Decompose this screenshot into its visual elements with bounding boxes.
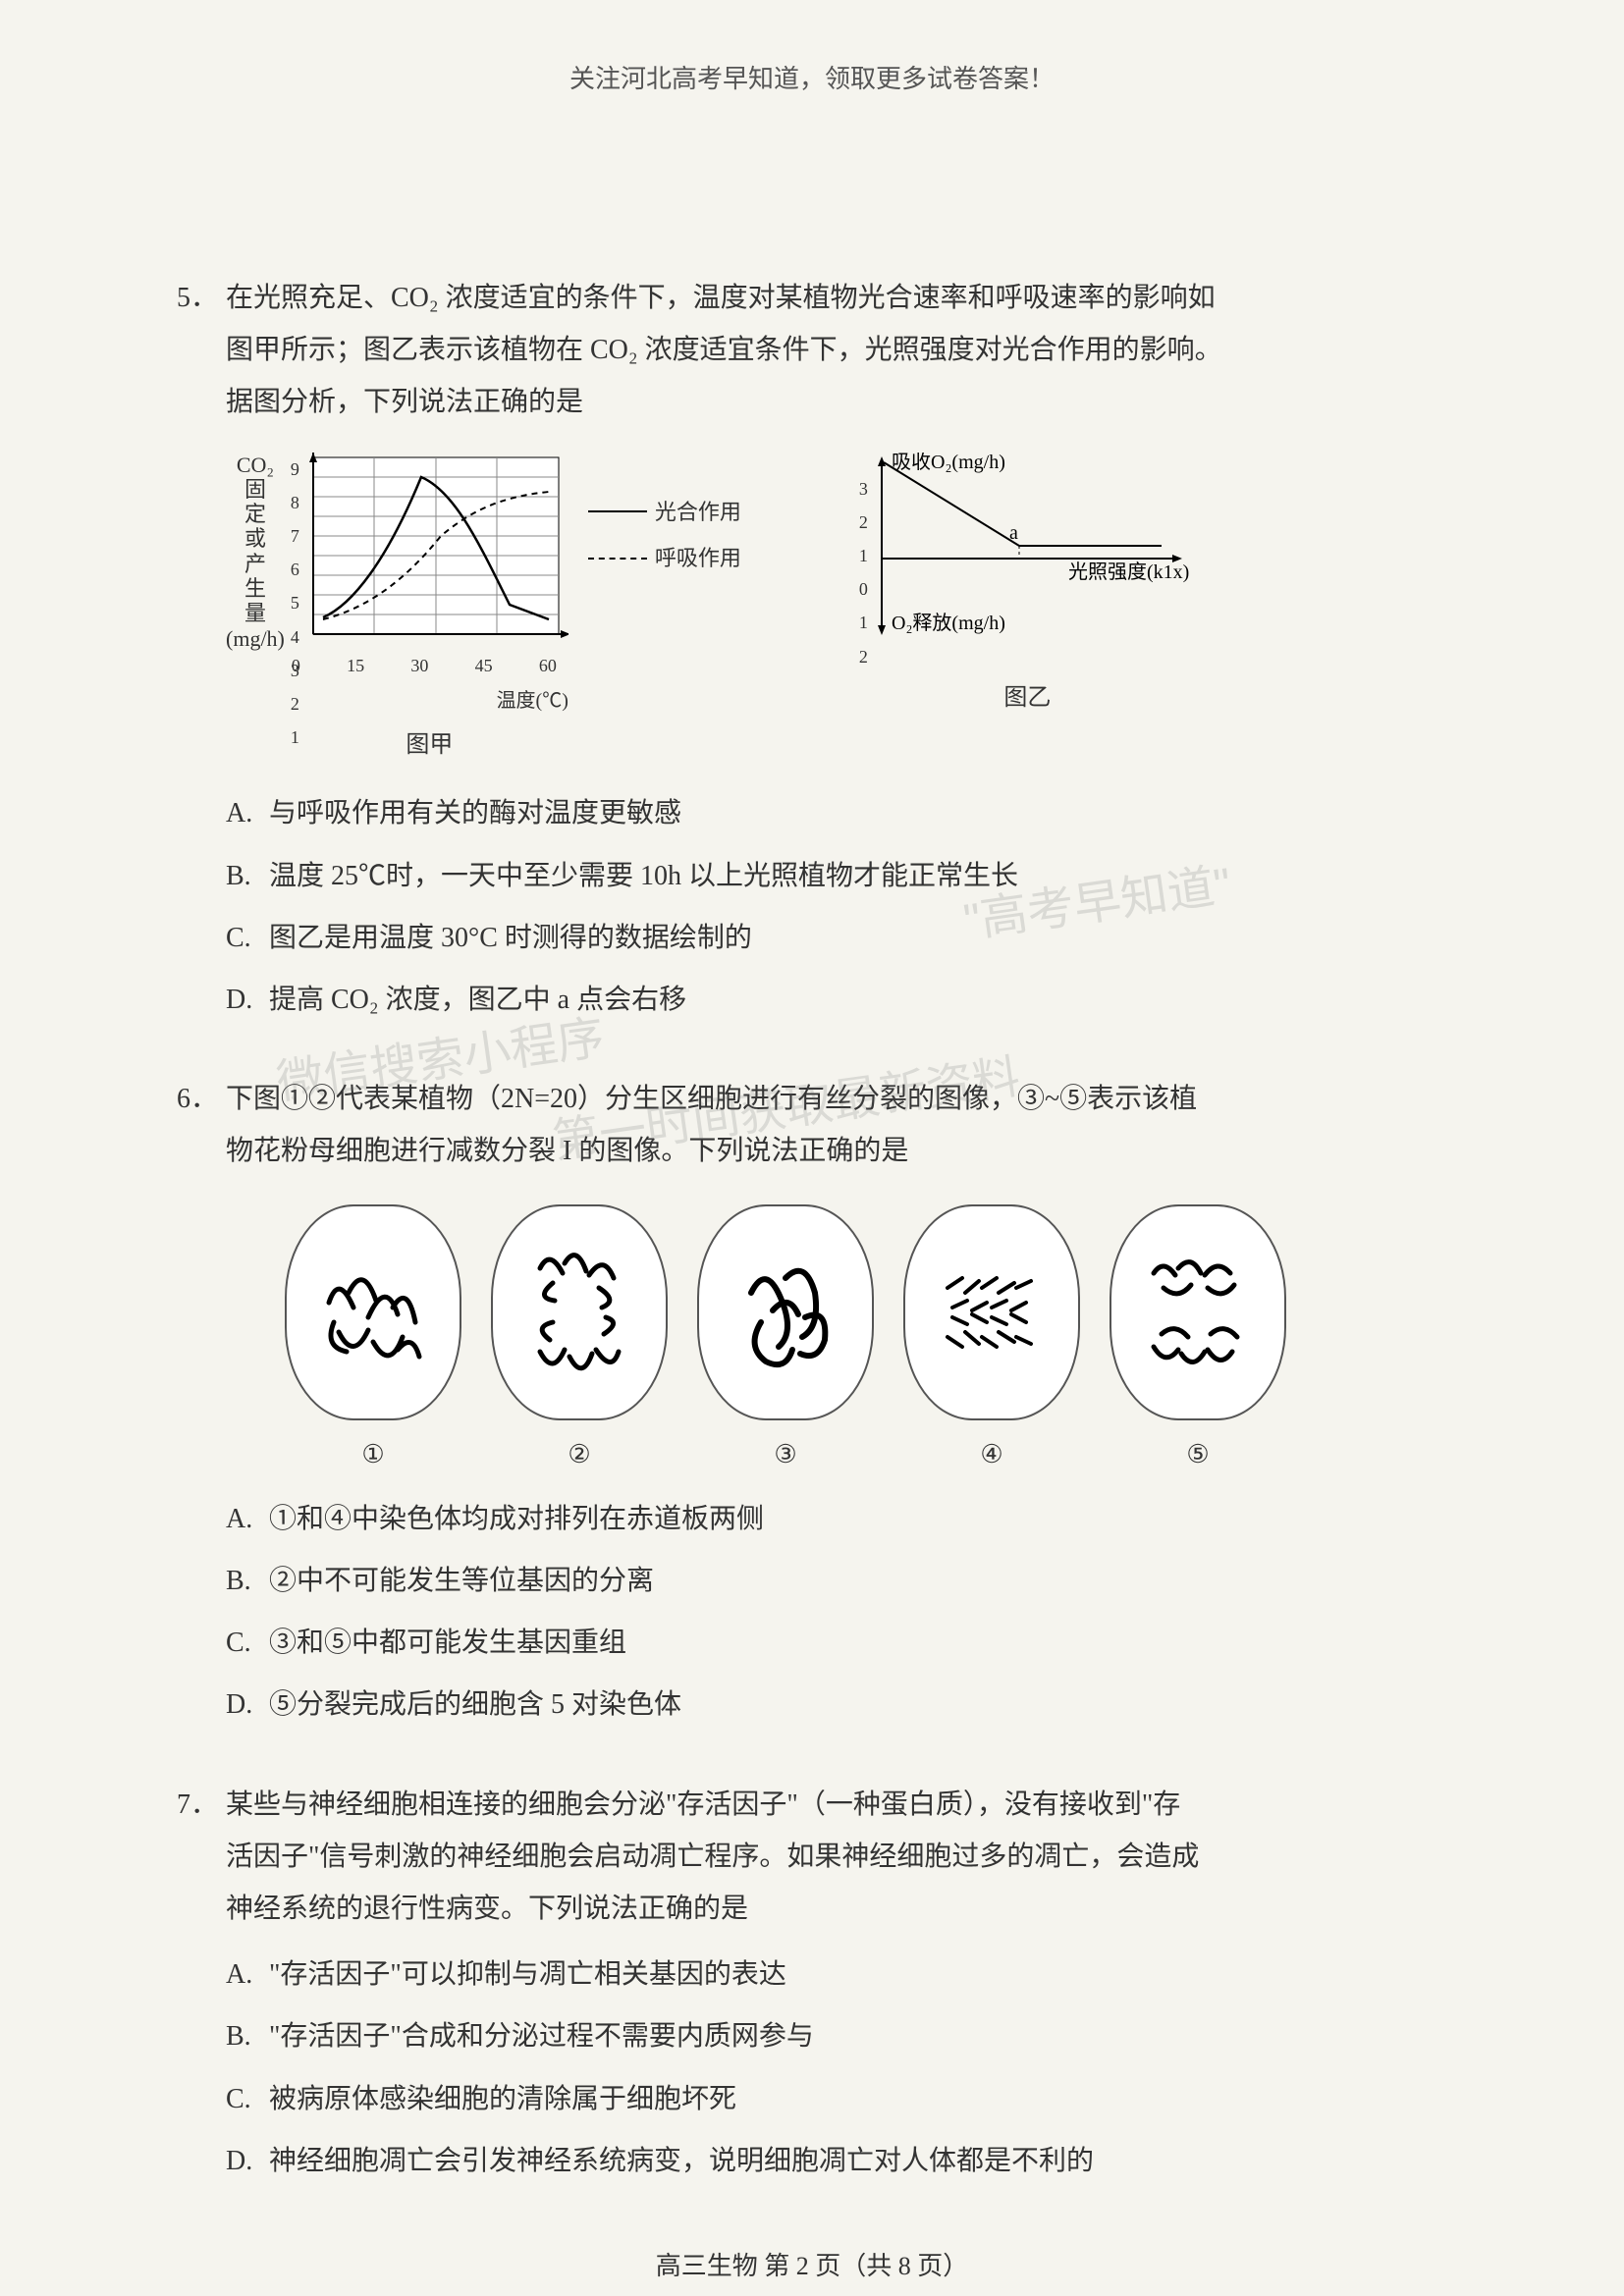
jia-yt-2: 2 bbox=[291, 687, 299, 721]
header-note: 关注河北高考早知道，领取更多试卷答案！ bbox=[177, 59, 1447, 95]
yi-yt-0: 0 bbox=[859, 572, 868, 606]
yi-yt-2: 2 bbox=[859, 506, 868, 539]
yi-ylabel: 吸收O₂(mg/h) bbox=[892, 453, 1005, 473]
jia-ylabel-3: 定 bbox=[244, 502, 266, 526]
page-footer: 高三生物 第 2 页（共 8 页） bbox=[177, 2246, 1447, 2282]
cell-3 bbox=[697, 1204, 874, 1420]
cell-label-2: ② bbox=[491, 1430, 668, 1478]
jia-ylabel-5: 产 bbox=[244, 552, 266, 576]
yi-point-a: a bbox=[1009, 522, 1018, 544]
cell-label-5: ⑤ bbox=[1110, 1430, 1286, 1478]
legend-dash: 呼吸作用 bbox=[588, 538, 741, 579]
footer-page: 第 2 页（共 8 页） bbox=[764, 2252, 968, 2280]
jia-xt-2: 30 bbox=[410, 649, 428, 682]
jia-yunit: (mg/h) bbox=[226, 626, 285, 651]
question-5: 5． 在光照充足、CO₂ 浓度适宜的条件下，温度对某植物光合速率和呼吸速率的影响… bbox=[177, 272, 1447, 1026]
jia-yt-1: 1 bbox=[291, 721, 299, 754]
cell-label-3: ③ bbox=[697, 1430, 874, 1478]
q5-opt-d: D.提高 CO₂ 浓度，图乙中 a 点会右移 bbox=[226, 974, 1447, 1026]
jia-yt-8: 8 bbox=[291, 486, 299, 519]
q5-line1: 在光照充足、CO₂ 浓度适宜的条件下，温度对某植物光合速率和呼吸速率的影响如 bbox=[226, 272, 1447, 324]
q7-opt-b: B."存活因子"合成和分泌过程不需要内质网参与 bbox=[226, 2010, 1447, 2062]
cell-4 bbox=[903, 1204, 1080, 1420]
q6-opt-d: D.⑤分裂完成后的细胞含 5 对染色体 bbox=[226, 1679, 1447, 1731]
q5-opt-a: A.与呼吸作用有关的酶对温度更敏感 bbox=[226, 787, 1447, 839]
q5-options: A.与呼吸作用有关的酶对温度更敏感 B.温度 25℃时，一天中至少需要 10h … bbox=[226, 787, 1447, 1026]
jia-xlabel: 温度(℃) bbox=[291, 682, 568, 720]
q7-opt-c: C.被病原体感染细胞的清除属于细胞坏死 bbox=[226, 2073, 1447, 2125]
cell-label-4: ④ bbox=[903, 1430, 1080, 1478]
q6-opt-c: C.③和⑤中都可能发生基因重组 bbox=[226, 1617, 1447, 1669]
yi-xlabel: 光照强度(k1x) bbox=[1068, 561, 1189, 583]
footer-subject: 高三生物 bbox=[656, 2252, 758, 2280]
q7-options: A."存活因子"可以抑制与凋亡相关基因的表达 B."存活因子"合成和分泌过程不需… bbox=[226, 1949, 1447, 2187]
jia-ylabel-2: 固 bbox=[244, 477, 266, 502]
q7-line3: 神经系统的退行性病变。下列说法正确的是 bbox=[226, 1883, 1447, 1935]
yi-yt-3: 3 bbox=[859, 472, 868, 506]
cell-5 bbox=[1110, 1204, 1286, 1420]
chart-jia-svg bbox=[303, 453, 568, 649]
q5-number: 5． bbox=[177, 272, 226, 324]
q7-line1: 某些与神经细胞相连接的细胞会分泌"存活因子"（一种蛋白质），没有接收到"存 bbox=[226, 1779, 1447, 1831]
q6-opt-a: A.①和④中染色体均成对排列在赤道板两侧 bbox=[226, 1493, 1447, 1545]
legend-solid: 光合作用 bbox=[588, 492, 741, 533]
q5-opt-b: B.温度 25℃时，一天中至少需要 10h 以上光照植物才能正常生长 bbox=[226, 850, 1447, 902]
cell-labels: ① ② ③ ④ ⑤ bbox=[285, 1430, 1447, 1478]
q6-line2: 物花粉母细胞进行减数分裂 I 的图像。下列说法正确的是 bbox=[226, 1125, 1447, 1177]
exam-page: 关注河北高考早知道，领取更多试卷答案！ 5． 在光照充足、CO₂ 浓度适宜的条件… bbox=[0, 0, 1624, 2296]
question-6: 6． 下图①②代表某植物（2N=20）分生区细胞进行有丝分裂的图像，③~⑤表示该… bbox=[177, 1073, 1447, 1732]
q5-figures: CO₂ 固 定 或 产 生 量 (mg/h) 9 8 bbox=[226, 453, 1447, 769]
cell-label-1: ① bbox=[285, 1430, 461, 1478]
yi-line bbox=[884, 462, 1162, 546]
yi-yt-1: 1 bbox=[859, 539, 868, 572]
jia-ylabel-6: 生 bbox=[244, 576, 266, 601]
cell-1 bbox=[285, 1204, 461, 1420]
jia-xt-0: 0 bbox=[292, 649, 300, 682]
jia-ylabel-4: 或 bbox=[244, 526, 266, 551]
yi-bottom-label: O₂释放(mg/h) bbox=[892, 612, 1005, 634]
figure-jia: CO₂ 固 定 或 产 生 量 (mg/h) 9 8 bbox=[226, 453, 741, 769]
jia-yt-9: 9 bbox=[291, 453, 299, 486]
q7-opt-a: A."存活因子"可以抑制与凋亡相关基因的表达 bbox=[226, 1949, 1447, 2001]
jia-ylabel-1: CO₂ bbox=[237, 453, 274, 477]
q5-line3: 据图分析，下列说法正确的是 bbox=[226, 376, 1447, 428]
jia-xt-1: 15 bbox=[347, 649, 364, 682]
q6-opt-b: B.②中不可能发生等位基因的分离 bbox=[226, 1555, 1447, 1607]
figure-yi: 3 2 1 0 1 2 bbox=[859, 453, 1196, 721]
jia-yt-6: 6 bbox=[291, 553, 299, 586]
q5-line2: 图甲所示；图乙表示该植物在 CO₂ 浓度适宜条件下，光照强度对光合作用的影响。 bbox=[226, 324, 1447, 376]
q5-opt-c: C.图乙是用温度 30°C 时测得的数据绘制的 bbox=[226, 912, 1447, 964]
yi-caption: 图乙 bbox=[859, 676, 1196, 721]
jia-xt-4: 60 bbox=[539, 649, 557, 682]
q6-options: A.①和④中染色体均成对排列在赤道板两侧 B.②中不可能发生等位基因的分离 C.… bbox=[226, 1493, 1447, 1732]
yi-yt-d1: 1 bbox=[859, 606, 868, 639]
question-7: 7． 某些与神经细胞相连接的细胞会分泌"存活因子"（一种蛋白质），没有接收到"存… bbox=[177, 1779, 1447, 2187]
q6-line1: 下图①②代表某植物（2N=20）分生区细胞进行有丝分裂的图像，③~⑤表示该植 bbox=[226, 1073, 1447, 1125]
q7-opt-d: D.神经细胞凋亡会引发神经系统病变，说明细胞凋亡对人体都是不利的 bbox=[226, 2135, 1447, 2187]
cell-2 bbox=[491, 1204, 668, 1420]
q6-number: 6． bbox=[177, 1073, 226, 1125]
jia-yt-7: 7 bbox=[291, 519, 299, 553]
chart-yi-svg: a 吸收O₂(mg/h) 光照强度(k1x) O₂释放(mg/h) bbox=[872, 453, 1196, 649]
jia-xt-3: 45 bbox=[475, 649, 493, 682]
q7-number: 7． bbox=[177, 1779, 226, 1831]
jia-caption: 图甲 bbox=[291, 723, 568, 769]
yi-yt-d2: 2 bbox=[859, 640, 868, 673]
q7-line2: 活因子"信号刺激的神经细胞会启动凋亡程序。如果神经细胞过多的凋亡，会造成 bbox=[226, 1831, 1447, 1883]
jia-yt-5: 5 bbox=[291, 586, 299, 619]
cell-images bbox=[285, 1204, 1447, 1420]
jia-ylabel-7: 量 bbox=[244, 601, 266, 625]
